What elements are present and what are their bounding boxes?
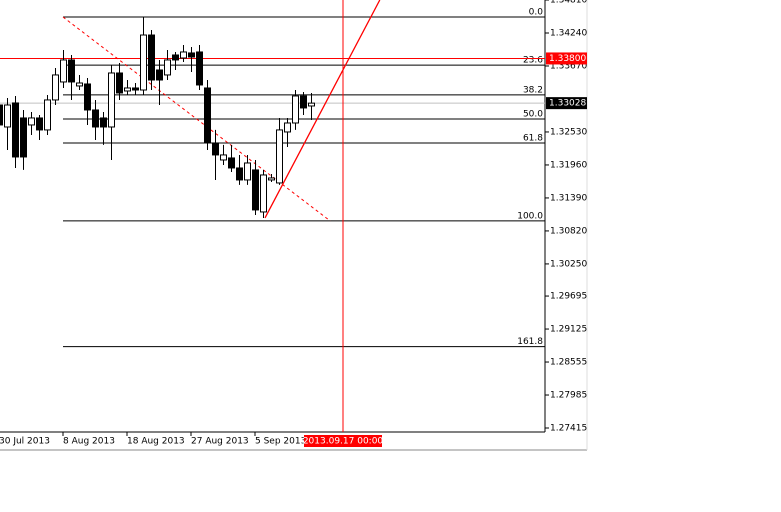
current-price-box [546, 97, 587, 110]
y-tick-label: 1.30820 [550, 226, 587, 236]
x-tick-label: 27 Aug 2013 [191, 437, 249, 447]
candle-body [260, 174, 267, 213]
candle-body [308, 102, 315, 107]
fib-level-label: 23.6 [523, 56, 543, 66]
candle-body [44, 99, 51, 131]
candle-body [92, 109, 99, 128]
fib-level-label: 161.8 [517, 337, 543, 347]
candle-body [228, 157, 235, 169]
x-tick-label: 30 Jul 2013 [0, 437, 50, 447]
fib-level-label: 100.0 [517, 211, 543, 221]
trend-line [264, 0, 381, 219]
fib-level-label: 50.0 [523, 109, 543, 119]
candle-body [4, 104, 11, 128]
candle-body [28, 117, 35, 126]
candle-body [196, 51, 203, 86]
candle-body [36, 117, 43, 131]
candle-body [212, 142, 219, 156]
y-tick-label: 1.29125 [550, 325, 587, 335]
candle-body [116, 72, 123, 94]
vertical-line-label: 2013.09.17 00:00 [303, 437, 384, 447]
y-tick-label: 1.27985 [550, 391, 587, 401]
y-tick-label: 1.33670 [550, 61, 587, 71]
candle-body [204, 87, 211, 144]
candle-body [52, 74, 59, 101]
candle-body [124, 87, 131, 92]
candle-body [12, 102, 19, 158]
fib-trend-line [62, 16, 331, 222]
y-tick-label: 1.30250 [550, 259, 587, 269]
horizontal-line-label: 1.33800 [549, 54, 586, 64]
current-price-label: 1.33028 [549, 99, 586, 109]
y-tick-label: 1.28555 [550, 358, 587, 368]
candle-body [220, 154, 227, 161]
candle-body [108, 72, 115, 128]
x-tick-label: 5 Sep 2013 [255, 437, 306, 447]
horizontal-line-box [546, 52, 587, 65]
candle-body [244, 162, 251, 181]
candle-body [164, 59, 171, 76]
candle-body [148, 34, 155, 81]
y-tick-label: 1.29695 [550, 292, 587, 302]
x-tick-label: 18 Aug 2013 [127, 437, 185, 447]
candle-body [156, 69, 163, 81]
y-tick-label: 1.32530 [550, 127, 587, 137]
candle-body [276, 129, 283, 184]
candle-body [252, 169, 259, 211]
candle-body [268, 177, 275, 181]
plot-area [0, 0, 545, 432]
fib-level-label: 38.2 [523, 85, 543, 95]
candle-body [236, 167, 243, 181]
fib-level-label: 0.0 [529, 8, 544, 18]
y-tick-label: 1.34240 [550, 28, 587, 38]
candle-body [100, 117, 107, 128]
candle-body [140, 34, 147, 91]
candle-body [84, 83, 91, 111]
y-tick-label: 1.31390 [550, 193, 587, 203]
candle-body [172, 54, 179, 61]
y-tick-label: 1.27415 [550, 424, 587, 434]
fib-level-label: 61.8 [523, 134, 543, 144]
y-tick-label: 1.31960 [550, 160, 587, 170]
axes: 1.34810 1.34240 1.33670 1.32530 1.31960 1.313… [0, 0, 588, 451]
candle-body [0, 104, 3, 126]
y-tick-label: 1.34810 [550, 0, 587, 6]
vertical-line-box [304, 435, 382, 447]
candle-body [188, 52, 195, 58]
candle-body [300, 95, 307, 109]
candle-body [180, 51, 187, 59]
candle-body [60, 59, 67, 83]
candle-body [284, 122, 291, 133]
candle-body [132, 87, 139, 91]
x-tick-label: 8 Aug 2013 [63, 437, 115, 447]
candle-body [68, 59, 75, 83]
candle-body [292, 95, 299, 124]
candle-body [20, 117, 27, 158]
candle-body [76, 82, 83, 87]
